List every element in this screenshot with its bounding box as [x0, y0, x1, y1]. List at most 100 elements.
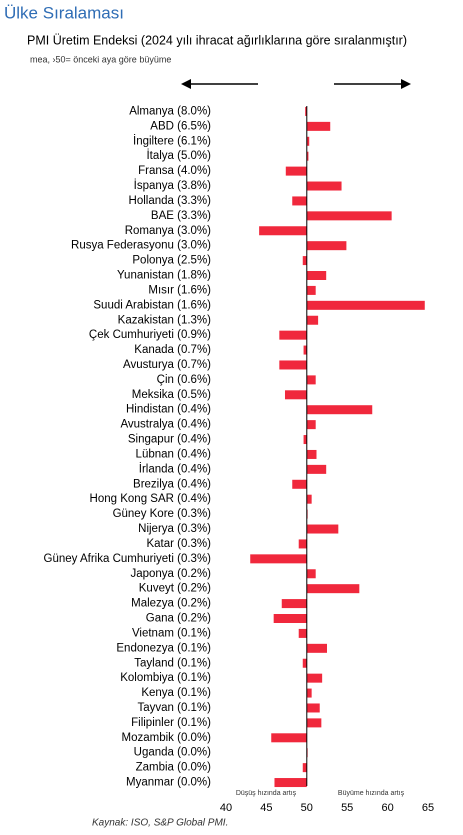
bar: [306, 241, 347, 251]
bar: [306, 524, 339, 534]
y-tick-label: Kuveyt (0.2%): [139, 583, 211, 595]
y-tick-label: Endonezya (0.1%): [116, 642, 211, 654]
y-tick-label: Romanya (3.0%): [125, 225, 211, 237]
y-tick-label: Kenya (0.1%): [141, 687, 211, 699]
y-tick-label: Gana (0.2%): [146, 613, 211, 625]
y-tick-label: Hindistan (0.4%): [126, 404, 211, 416]
bar: [306, 300, 425, 310]
bar: [271, 733, 307, 743]
bar: [292, 479, 307, 489]
y-tick-label: Çek Cumhuriyeti (0.9%): [89, 329, 211, 341]
y-tick-label: Mısır (1.6%): [148, 284, 211, 296]
x-tick-label: 45: [260, 802, 272, 814]
y-tick-label: Güney Kore (0.3%): [113, 508, 212, 520]
bar: [306, 181, 342, 191]
chart-title: Ülke Sıralaması: [4, 3, 124, 22]
direction-arrows: [181, 79, 411, 89]
y-tick-label: Filipinler (0.1%): [131, 717, 211, 729]
x-tick-label: 40: [220, 802, 232, 814]
bar: [302, 763, 307, 773]
y-tick-label: Mozambik (0.0%): [122, 732, 212, 744]
bar: [303, 345, 307, 355]
y-tick-label: İspanya (3.8%): [134, 179, 212, 192]
right-label: Büyüme hızında artış: [338, 790, 405, 797]
y-tick-label: Yunanistan (1.8%): [117, 270, 211, 282]
y-tick-label: Almanya (8.0%): [129, 105, 211, 117]
bar: [306, 643, 327, 653]
y-tick-label: Vietnam (0.1%): [132, 627, 211, 639]
bar: [306, 136, 310, 146]
x-tick-label: 55: [341, 802, 353, 814]
y-tick-label: İrlanda (0.4%): [139, 462, 211, 475]
y-tick-label: Hollanda (3.3%): [129, 195, 212, 207]
bar: [306, 688, 312, 698]
source: Kaynak: ISO, S&P Global PMI.: [92, 818, 228, 829]
bar: [306, 420, 316, 430]
bar: [292, 196, 307, 206]
bar: [306, 673, 323, 683]
y-tick-label: Suudi Arabistan (1.6%): [93, 299, 211, 311]
y-tick-label: Singapur (0.4%): [128, 434, 211, 446]
left-label: Düşüş hızında artış: [236, 790, 297, 797]
y-tick-label: Uganda (0.0%): [134, 747, 212, 759]
bar: [303, 435, 307, 445]
y-tick-label: ABD (6.5%): [150, 120, 211, 132]
y-tick-label: Malezya (0.2%): [131, 598, 211, 610]
y-tick-label: İngiltere (6.1%): [133, 134, 211, 147]
bar: [306, 449, 317, 459]
bar: [306, 315, 319, 325]
y-tick-label: Kanada (0.7%): [134, 344, 211, 356]
bar: [250, 554, 307, 564]
bar: [298, 539, 307, 549]
bar: [284, 390, 307, 400]
bar: [259, 226, 307, 236]
bar: [306, 718, 322, 728]
bar: [281, 599, 307, 609]
bar: [273, 614, 307, 623]
y-tick-label: Güney Afrika Cumhuriyeti (0.3%): [44, 553, 212, 565]
y-tick-label: Fransa (4.0%): [138, 165, 211, 177]
y-tick-label: Japonya (0.2%): [130, 568, 211, 580]
y-tick-label: Lübnan (0.4%): [136, 448, 212, 460]
bar: [305, 106, 307, 116]
bar: [306, 405, 373, 415]
y-tick-label: Avusturya (0.7%): [123, 359, 211, 371]
y-tick-label: Çin (0.6%): [157, 374, 211, 386]
bar: [306, 285, 316, 295]
y-tick-label: Zambia (0.0%): [136, 762, 212, 774]
bar: [306, 121, 331, 131]
bar: [279, 330, 307, 340]
x-tick-label: 60: [381, 802, 393, 814]
y-tick-label: Kazakistan (1.3%): [118, 314, 211, 326]
y-tick-label: Brezilya (0.4%): [133, 478, 211, 490]
y-tick-label: Tayvan (0.1%): [137, 702, 211, 714]
x-tick-label: 65: [422, 802, 434, 814]
y-tick-label: Rusya Federasyonu (3.0%): [71, 240, 211, 252]
bar: [306, 211, 392, 221]
bar: [302, 658, 307, 668]
y-tick-label: Katar (0.3%): [146, 538, 211, 550]
bar: [285, 166, 307, 176]
bar: [306, 494, 312, 504]
bar: [306, 375, 316, 385]
y-tick-label: Polonya (2.5%): [132, 255, 211, 267]
y-tick-label: İtalya (5.0%): [146, 149, 211, 162]
bar: [306, 703, 320, 713]
y-tick-label: Nijerya (0.3%): [138, 523, 211, 535]
y-tick-label: Meksika (0.5%): [132, 389, 211, 401]
bar: [306, 569, 316, 579]
bar: [306, 271, 327, 280]
x-tick-label: 50: [301, 802, 313, 814]
y-tick-label: Avustralya (0.4%): [120, 419, 211, 431]
y-tick-label: Hong Kong SAR (0.4%): [90, 493, 212, 505]
y-tick-label: Kolombiya (0.1%): [120, 672, 211, 684]
bar: [306, 464, 327, 474]
bar: [306, 151, 309, 161]
y-tick-label: Myanmar (0.0%): [126, 777, 211, 789]
chart-note: mea, ›50= önceki aya göre büyüme: [30, 54, 171, 64]
bar: [306, 584, 360, 594]
bar: [279, 360, 307, 370]
bar: [302, 256, 307, 266]
bar: [274, 778, 307, 788]
